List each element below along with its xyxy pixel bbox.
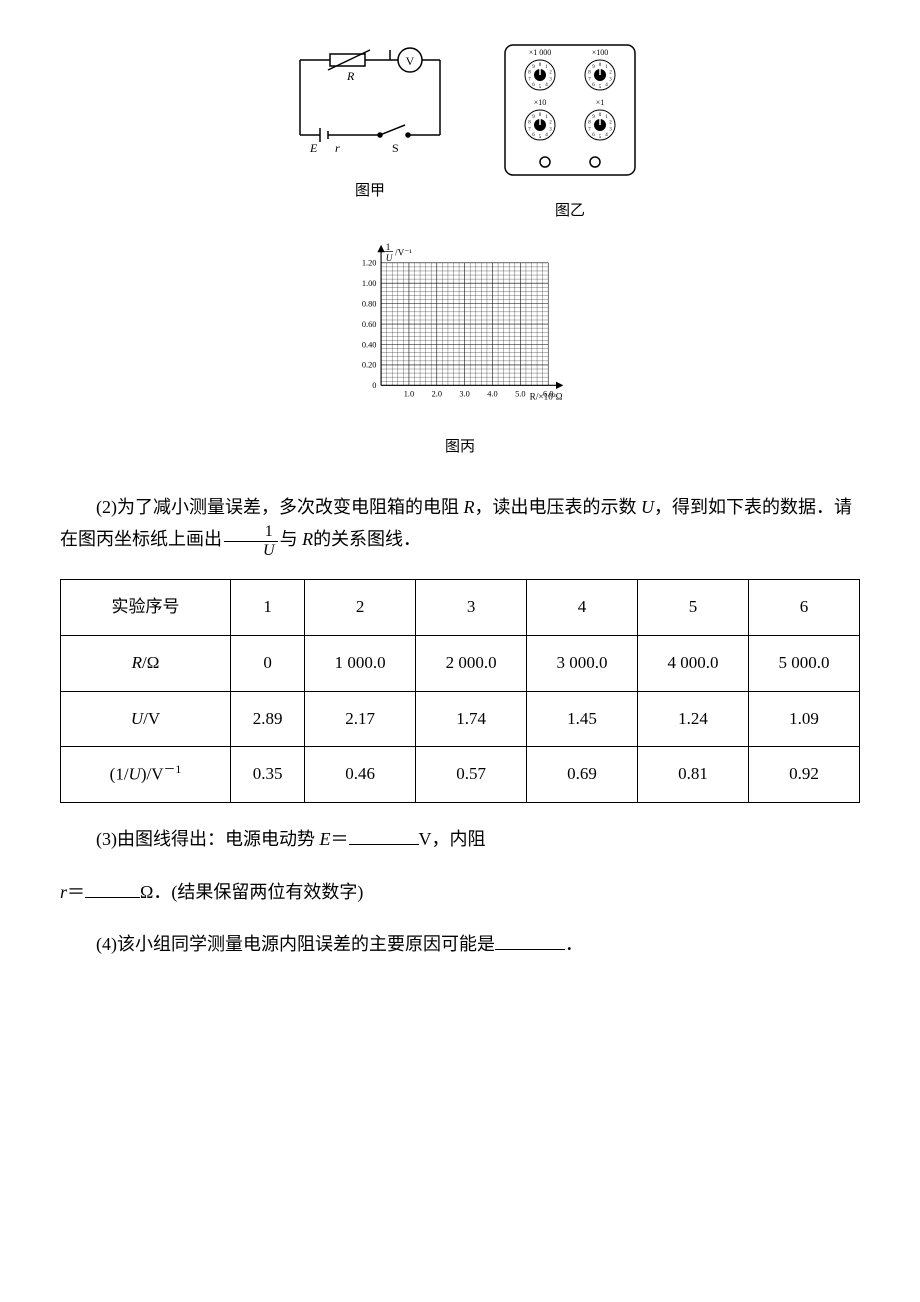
q2-u-var: U xyxy=(641,497,654,517)
svg-text:r: r xyxy=(335,141,340,155)
table-header-cell: 2 xyxy=(305,580,416,636)
table-cell: 2.89 xyxy=(231,691,305,747)
svg-text:E: E xyxy=(309,141,318,155)
svg-text:×10: ×10 xyxy=(534,98,547,107)
svg-text:0.20: 0.20 xyxy=(362,361,377,370)
q3-r-var: r xyxy=(60,882,67,902)
question-3: (3)由图线得出：电源电动势 E＝V，内阻 xyxy=(60,823,860,855)
table-cell: 4 000.0 xyxy=(638,635,749,691)
svg-text:5.0: 5.0 xyxy=(515,390,525,399)
q4-text: (4)该小组同学测量电源内阻误差的主要原因可能是 xyxy=(96,934,495,954)
table-cell: 0.92 xyxy=(749,747,860,803)
table-cell: 2.17 xyxy=(305,691,416,747)
svg-text:R/×10³Ω: R/×10³Ω xyxy=(530,393,563,403)
table-header-cell: 3 xyxy=(416,580,527,636)
q2-mid1: ，读出电压表的示数 xyxy=(475,497,637,517)
svg-text:1.00: 1.00 xyxy=(362,279,377,288)
table-cell: 0.35 xyxy=(231,747,305,803)
table-cell: 0.69 xyxy=(527,747,638,803)
q2-suffix: 的关系图线． xyxy=(313,529,421,549)
figures-top-row: V R E r S 图甲 ×1 00001234567 xyxy=(60,40,860,225)
table-header-cell: 6 xyxy=(749,580,860,636)
q4-blank xyxy=(495,932,565,950)
graph-figure: 0 0.20 0.40 0.60 0.80 1.00 1.20 1.0 2.0 3.0 4.0 5.… xyxy=(60,235,860,460)
svg-text:0.80: 0.80 xyxy=(362,300,377,309)
q3-prefix: (3)由图线得出：电源电动势 xyxy=(96,829,315,849)
table-header-cell: 4 xyxy=(527,580,638,636)
circuit-label: 图甲 xyxy=(280,178,460,205)
table-cell: 0.81 xyxy=(638,747,749,803)
q2-mid3: 与 xyxy=(280,529,298,549)
svg-text:V: V xyxy=(406,54,415,68)
table-cell: 2 000.0 xyxy=(416,635,527,691)
table-header-cell: 5 xyxy=(638,580,749,636)
svg-text:0: 0 xyxy=(372,382,376,391)
table-header-cell: 1 xyxy=(231,580,305,636)
table-cell: 1.74 xyxy=(416,691,527,747)
q3-blank-r xyxy=(85,880,140,898)
graph-label: 图丙 xyxy=(60,434,860,461)
q2-fraction: 1U xyxy=(224,523,278,559)
question-3-line2: r＝Ω．(结果保留两位有效数字) xyxy=(60,876,860,908)
resistor-box-label: 图乙 xyxy=(500,198,640,225)
q2-r-var2: R xyxy=(302,529,313,549)
question-4: (4)该小组同学测量电源内阻误差的主要原因可能是． xyxy=(60,928,860,960)
svg-text:/V⁻¹: /V⁻¹ xyxy=(395,249,412,259)
svg-text:0.60: 0.60 xyxy=(362,320,377,329)
svg-text:×100: ×100 xyxy=(592,48,609,57)
svg-text:S: S xyxy=(392,141,399,155)
graph-svg: 0 0.20 0.40 0.60 0.80 1.00 1.20 1.0 2.0 3.0 4.0 5.… xyxy=(330,235,590,415)
question-2: (2)为了减小测量误差，多次改变电阻箱的电阻 R，读出电压表的示数 U，得到如下… xyxy=(60,491,860,560)
svg-text:×1 000: ×1 000 xyxy=(529,48,552,57)
svg-text:U: U xyxy=(386,254,394,264)
resistor-box-diagram: ×1 0000123456789×1000123456789×100123456… xyxy=(500,40,640,180)
circuit-diagram: V R E r S xyxy=(280,40,460,160)
q2-text: (2)为了减小测量误差，多次改变电阻箱的电阻 xyxy=(96,497,459,517)
circuit-figure: V R E r S 图甲 xyxy=(280,40,460,225)
table-cell: 1 000.0 xyxy=(305,635,416,691)
table-cell: 1.45 xyxy=(527,691,638,747)
table-cell: 1.24 xyxy=(638,691,749,747)
q3-blank-e xyxy=(349,827,419,845)
resistor-box-figure: ×1 0000123456789×1000123456789×100123456… xyxy=(500,40,640,225)
table-cell: 0.46 xyxy=(305,747,416,803)
svg-text:4.0: 4.0 xyxy=(487,390,497,399)
table-cell: 0.57 xyxy=(416,747,527,803)
svg-text:0.40: 0.40 xyxy=(362,341,377,350)
table-row-label: R/Ω xyxy=(61,635,231,691)
table-row-label: (1/U)/V－1 xyxy=(61,747,231,803)
table-cell: 0 xyxy=(231,635,305,691)
q2-r-var: R xyxy=(464,497,475,517)
svg-text:1.0: 1.0 xyxy=(404,390,414,399)
svg-text:1.20: 1.20 xyxy=(362,259,377,268)
table-row-label: U/V xyxy=(61,691,231,747)
q3-e-var: E xyxy=(320,829,331,849)
table-header-cell: 实验序号 xyxy=(61,580,231,636)
svg-text:R: R xyxy=(346,69,355,83)
svg-text:2.0: 2.0 xyxy=(432,390,442,399)
table-cell: 1.09 xyxy=(749,691,860,747)
svg-text:×1: ×1 xyxy=(596,98,605,107)
svg-text:3.0: 3.0 xyxy=(459,390,469,399)
table-cell: 5 000.0 xyxy=(749,635,860,691)
table-cell: 3 000.0 xyxy=(527,635,638,691)
data-table: 实验序号123456 R/Ω01 000.02 000.03 000.04 000… xyxy=(60,579,860,803)
